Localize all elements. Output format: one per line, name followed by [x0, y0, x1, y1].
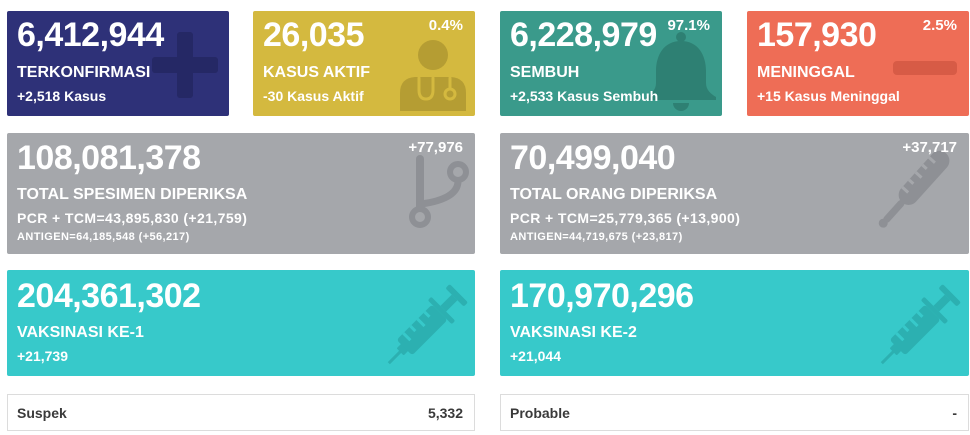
probable-value: - — [952, 404, 957, 421]
active-cases-count: 26,035 — [263, 16, 365, 54]
total-specimens-card: +77,976 108,081,378 TOTAL SPESIMEN DIPER… — [7, 133, 475, 254]
syringe-icon — [387, 284, 468, 365]
active-cases-card: 0.4% 26,035 KASUS AKTIF -30 Kasus Aktif — [253, 11, 475, 116]
deaths-percent: 2.5% — [922, 17, 957, 34]
suspect-value: 5,332 — [427, 404, 463, 421]
deaths-label: MENINGGAL — [757, 64, 855, 81]
suspect-label: Suspek — [17, 404, 67, 421]
vaccination-2-count: 170,970,296 — [510, 277, 694, 315]
minus-icon — [893, 61, 957, 75]
total-specimens-label: TOTAL SPESIMEN DIPERIKSA — [17, 186, 248, 203]
deaths-card: 2.5% 157,930 MENINGGAL +15 Kasus Meningg… — [747, 11, 969, 116]
total-people-tested-card: +37,717 70,499,040 TOTAL ORANG DIPERIKSA… — [500, 133, 969, 254]
recovered-label: SEMBUH — [510, 64, 580, 81]
plus-icon — [152, 32, 218, 98]
total-specimens-pcr-tcm: PCR + TCM=43,895,830 (+21,759) — [17, 210, 248, 226]
active-cases-label: KASUS AKTIF — [263, 64, 370, 81]
vaccination-1-count: 204,361,302 — [17, 277, 201, 315]
recovered-delta: +2,533 Kasus Sembuh — [510, 88, 659, 104]
total-people-tested-change: +37,717 — [902, 139, 957, 156]
doctor-icon — [400, 40, 466, 111]
vaccination-1-delta: +21,739 — [17, 348, 68, 364]
total-specimens-count: 108,081,378 — [17, 139, 201, 177]
thermometer-icon — [878, 150, 950, 228]
confirmed-delta: +2,518 Kasus — [17, 88, 107, 104]
suspect-row: Suspek 5,332 — [7, 394, 475, 431]
vaccination-1-label: VAKSINASI KE-1 — [17, 324, 144, 341]
probable-row: Probable - — [500, 394, 969, 431]
total-people-tested-pcr-tcm: PCR + TCM=25,779,365 (+13,900) — [510, 210, 741, 226]
total-people-tested-antigen: ANTIGEN=44,719,675 (+23,817) — [510, 231, 683, 243]
confirmed-count: 6,412,944 — [17, 16, 164, 54]
recovered-count: 6,228,979 — [510, 16, 657, 54]
confirmed-label: TERKONFIRMASI — [17, 64, 151, 81]
total-people-tested-count: 70,499,040 — [510, 139, 676, 177]
branch-icon — [409, 155, 469, 228]
active-cases-delta: -30 Kasus Aktif — [263, 88, 364, 104]
vaccination-2-delta: +21,044 — [510, 348, 561, 364]
probable-label: Probable — [510, 404, 570, 421]
deaths-delta: +15 Kasus Meninggal — [757, 88, 900, 104]
recovered-card: 97.1% 6,228,979 SEMBUH +2,533 Kasus Semb… — [500, 11, 722, 116]
deaths-count: 157,930 — [757, 16, 877, 54]
total-specimens-change: +77,976 — [408, 139, 463, 156]
active-cases-percent: 0.4% — [428, 17, 463, 34]
vaccination-2-label: VAKSINASI KE-2 — [510, 324, 637, 341]
bell-icon — [646, 32, 716, 111]
confirmed-card: 6,412,944 TERKONFIRMASI +2,518 Kasus — [7, 11, 229, 116]
recovered-percent: 97.1% — [667, 17, 710, 34]
total-people-tested-label: TOTAL ORANG DIPERIKSA — [510, 186, 718, 203]
vaccination-1-card: 204,361,302 VAKSINASI KE-1 +21,739 — [7, 270, 475, 376]
syringe-icon — [880, 284, 961, 365]
vaccination-2-card: 170,970,296 VAKSINASI KE-2 +21,044 — [500, 270, 969, 376]
total-specimens-antigen: ANTIGEN=64,185,548 (+56,217) — [17, 231, 190, 243]
